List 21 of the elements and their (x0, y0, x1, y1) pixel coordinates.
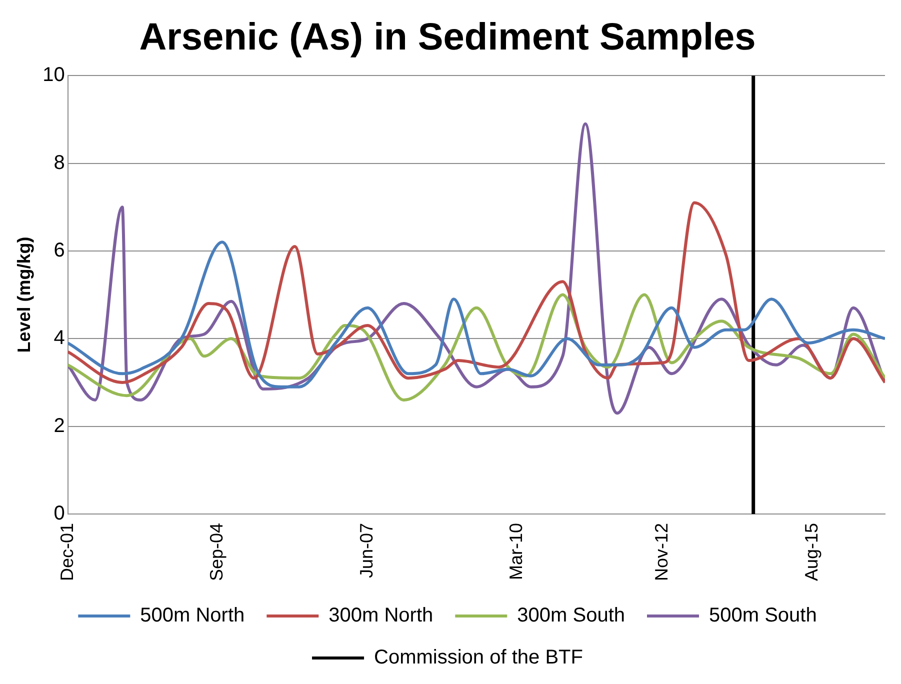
legend-label: 500m North (140, 604, 245, 627)
y-tick-label: 2 (54, 414, 65, 437)
y-axis-title: Level (mg/kg) (14, 236, 34, 353)
x-tick-label: Sep-04 (206, 522, 227, 582)
y-tick-label: 10 (42, 64, 65, 86)
y-tick-label: 4 (54, 327, 65, 350)
legend-label: 500m South (708, 604, 817, 627)
legend-label: Commission of the BTF (374, 646, 583, 669)
line-series (68, 201, 885, 384)
y-tick-label: 8 (54, 152, 65, 174)
x-tick-label: Dec-01 (56, 522, 77, 581)
legend-label: 300m South (517, 604, 625, 627)
legend-label: 300m North (328, 604, 434, 627)
y-tick-label: 6 (54, 239, 65, 262)
y-tick-label: 0 (54, 502, 65, 524)
x-tick-label: Nov-12 (652, 522, 672, 581)
x-tick-label: Aug-15 (801, 522, 822, 582)
line-series (68, 240, 885, 388)
x-tick-label: Jun-07 (356, 522, 376, 578)
x-tick-label: Mar-10 (506, 522, 526, 580)
chart-title: Arsenic (As) in Sediment Samples (139, 16, 756, 58)
